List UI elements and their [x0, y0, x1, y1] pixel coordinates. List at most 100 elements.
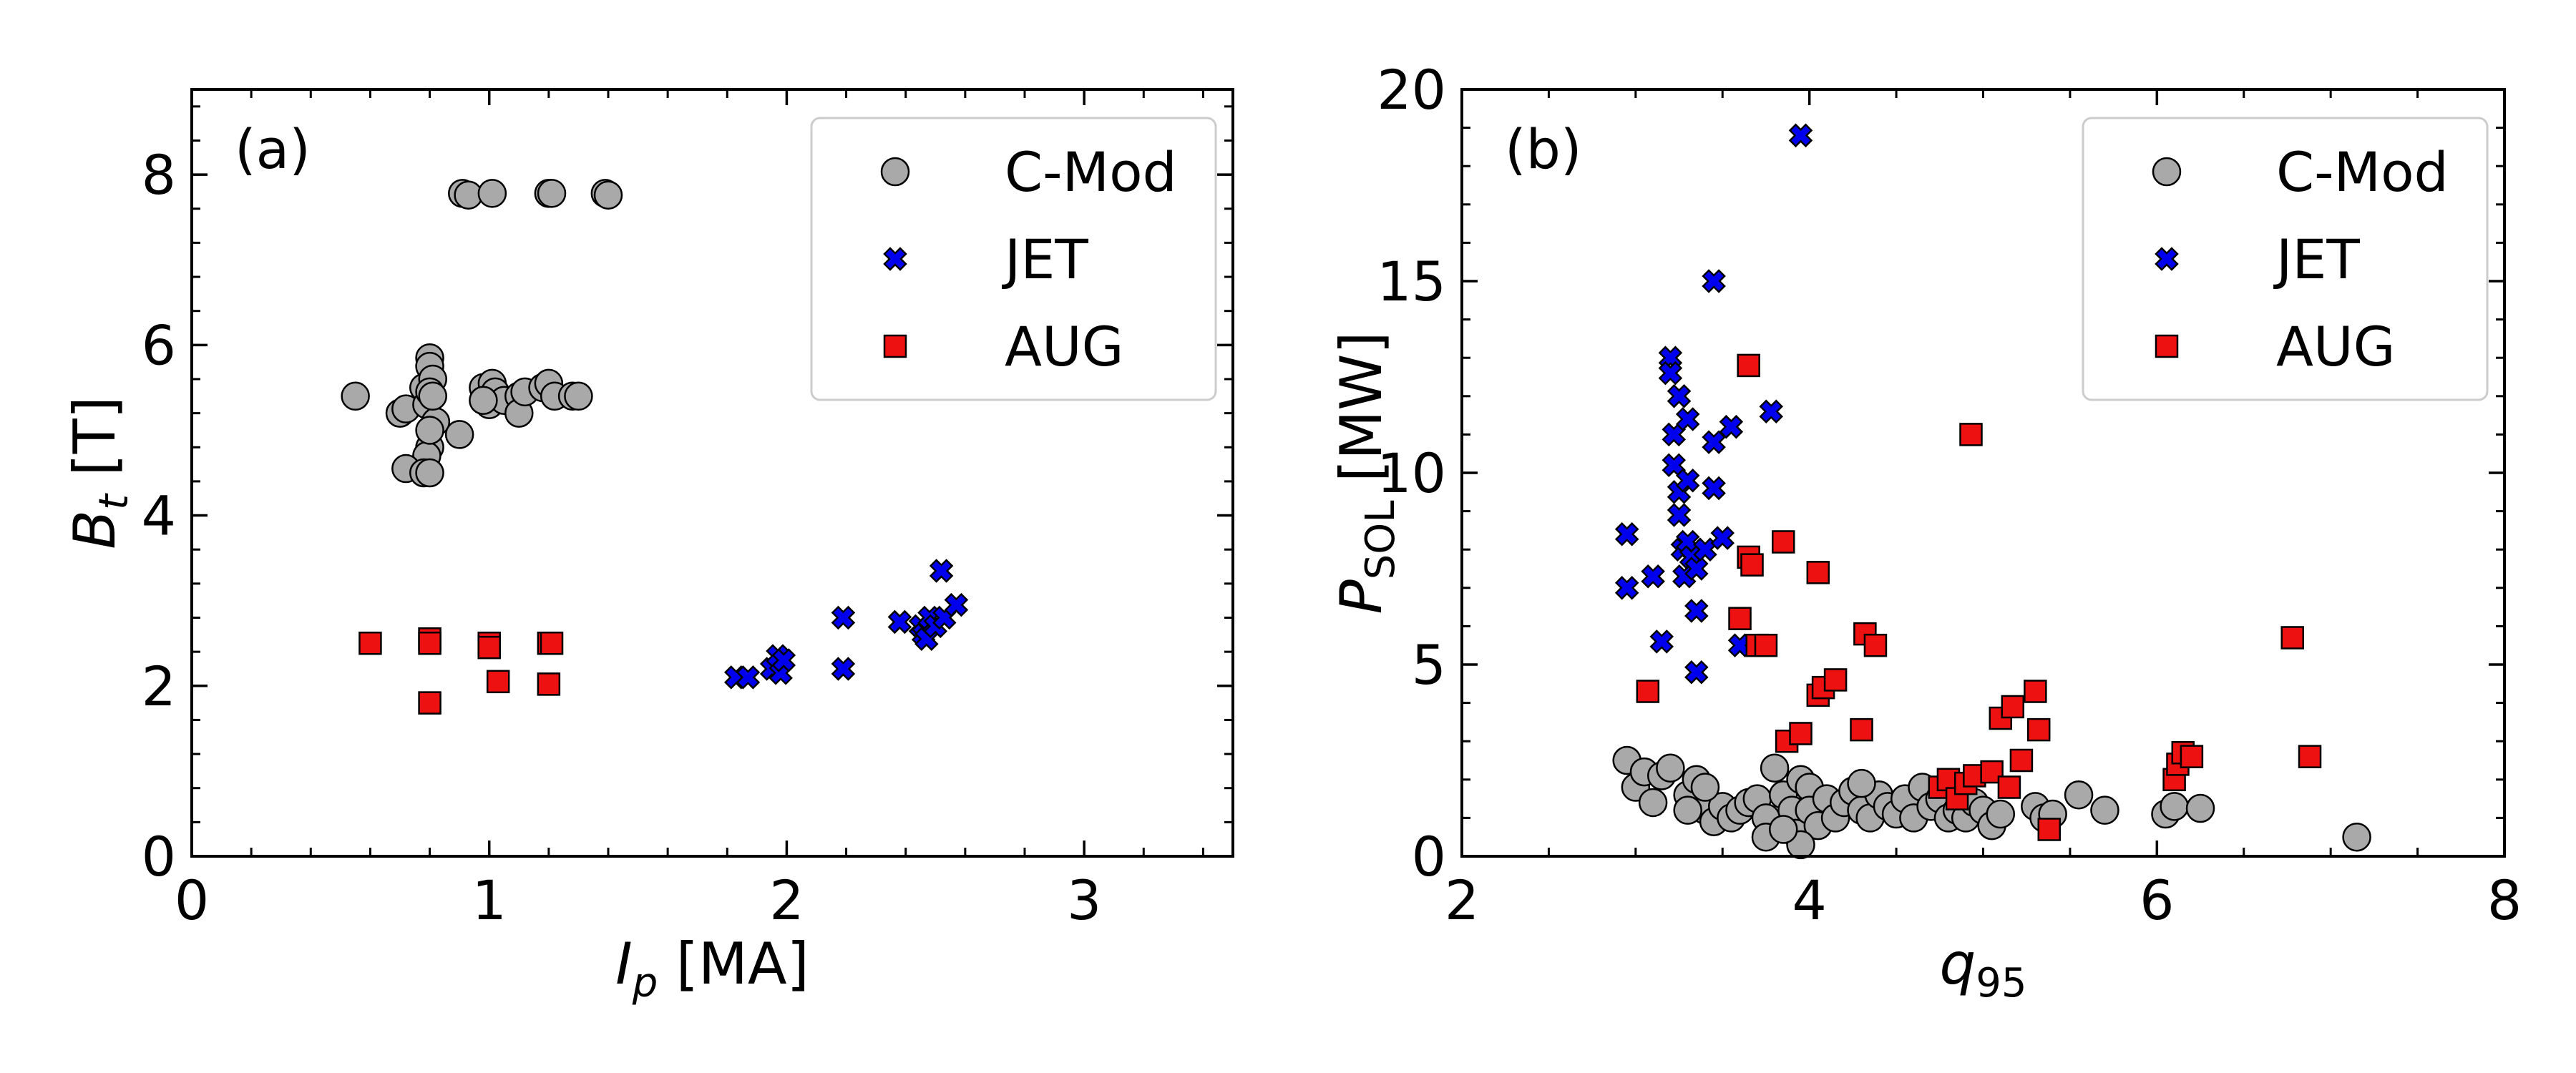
- y-axis-label-subscript: SOL: [1357, 500, 1404, 579]
- data-point-jet: [1662, 453, 1687, 478]
- panel-a: 0 1 2 3 0 2 4 6 8 (a) C-Mod JET AUG Ip [MA] Bt [T]: [62, 88, 1234, 1006]
- legend-label: C-Mod: [2276, 140, 2449, 204]
- data-point-aug: [1754, 633, 1778, 657]
- legend-marker-c-mod: [880, 157, 910, 187]
- y-tick-label: 0: [1412, 825, 1446, 888]
- data-point-jet: [1759, 399, 1784, 424]
- data-point-jet: [1667, 384, 1692, 408]
- x-tick-label: 2: [769, 868, 804, 932]
- x-axis-label-subscript: p: [632, 960, 658, 1006]
- data-point-aug: [1771, 530, 1795, 554]
- legend-marker-jet: [883, 247, 907, 271]
- x-tick-label: 2: [1445, 868, 1479, 932]
- data-point-aug: [2024, 680, 2047, 703]
- data-point-jet: [831, 657, 856, 681]
- data-point-aug: [537, 672, 561, 696]
- series-jet: [1614, 123, 1813, 685]
- legend-label: JET: [1002, 227, 1088, 291]
- data-point-c-mod: [2160, 792, 2189, 821]
- data-point-jet: [1649, 629, 1674, 654]
- data-point-jet: [1684, 557, 1709, 581]
- data-point-c-mod: [2342, 822, 2371, 852]
- x-tick-label: 0: [175, 868, 209, 932]
- data-points: [1612, 123, 2371, 860]
- y-tick-label: 4: [142, 484, 176, 548]
- x-tick-label: 1: [472, 868, 507, 932]
- data-point-aug: [1789, 722, 1813, 745]
- data-point-c-mod: [477, 179, 507, 208]
- series-aug: [1636, 353, 2322, 841]
- legend-marker-c-mod: [2152, 157, 2182, 187]
- data-point-c-mod: [415, 416, 444, 445]
- series-aug: [358, 627, 564, 715]
- y-tick-label: 5: [1412, 633, 1446, 697]
- data-point-jet: [1667, 503, 1692, 527]
- data-point-aug: [1737, 353, 1760, 378]
- data-point-jet: [1614, 576, 1639, 600]
- series-c-mod: [341, 179, 623, 488]
- data-point-aug: [358, 631, 382, 655]
- x-axis-label-unit: [MA]: [658, 931, 809, 997]
- data-point-c-mod: [1690, 773, 1720, 802]
- x-axis-label-symbol: I: [615, 931, 633, 997]
- data-point-jet: [1684, 599, 1709, 623]
- data-point-aug: [1997, 775, 2021, 799]
- data-point-aug: [418, 691, 441, 715]
- y-tick-label: 0: [142, 825, 176, 888]
- data-point-aug: [1823, 668, 1848, 692]
- data-point-c-mod: [593, 180, 623, 210]
- plot-frame: [1460, 88, 2506, 858]
- y-axis-label-unit: [MW]: [1328, 331, 1395, 500]
- data-point-aug: [1959, 423, 1983, 446]
- data-point-jet: [1641, 564, 1665, 589]
- legend-label: AUG: [2276, 315, 2396, 378]
- y-axis-label-unit: [T]: [62, 396, 128, 494]
- legend-entry-aug: AUG: [2155, 315, 2396, 378]
- data-point-aug: [2037, 818, 2062, 841]
- y-tick-label: 6: [142, 313, 176, 377]
- data-point-jet: [736, 665, 761, 690]
- y-tick-label: 15: [1377, 250, 1446, 313]
- data-point-c-mod: [2064, 780, 2094, 810]
- data-point-jet: [944, 592, 969, 617]
- data-point-jet: [1702, 269, 1726, 293]
- data-point-aug: [1740, 553, 1764, 577]
- data-point-jet: [1710, 526, 1735, 550]
- data-point-jet: [1693, 537, 1717, 562]
- data-point-c-mod: [564, 381, 593, 411]
- data-point-jet: [771, 648, 796, 672]
- x-axis-label: q95: [1939, 931, 2026, 1006]
- x-tick-label: 6: [2140, 868, 2174, 932]
- y-axis-label-subscript: t: [91, 493, 137, 510]
- legend-marker-aug: [883, 334, 907, 358]
- legend: C-Mod JET AUG: [810, 117, 1217, 401]
- legend-label: C-Mod: [1005, 140, 1177, 204]
- data-point-c-mod: [444, 420, 474, 449]
- y-axis-label-symbol: B: [62, 510, 128, 549]
- data-point-aug: [1636, 680, 1660, 703]
- data-point-c-mod: [1638, 788, 1668, 818]
- data-points: [341, 179, 969, 715]
- series-jet: [723, 559, 969, 690]
- y-tick-label: 20: [1377, 58, 1446, 122]
- data-point-jet: [1702, 476, 1726, 501]
- legend-entry-aug: AUG: [883, 315, 1124, 378]
- data-point-c-mod: [418, 381, 447, 411]
- data-point-aug: [540, 631, 564, 655]
- data-point-aug: [2280, 626, 2304, 650]
- y-axis-label: PSOL [MW]: [1328, 331, 1404, 614]
- data-point-c-mod: [2185, 793, 2215, 823]
- y-axis-label: Bt [T]: [62, 396, 137, 549]
- data-point-aug: [1850, 717, 1873, 742]
- data-point-c-mod: [1768, 815, 1798, 844]
- x-tick-label: 4: [1792, 868, 1826, 932]
- data-point-aug: [486, 670, 510, 694]
- data-point-c-mod: [2090, 795, 2119, 825]
- data-point-jet: [1614, 521, 1639, 547]
- y-axis-label-symbol: P: [1328, 579, 1395, 614]
- data-point-jet: [1788, 123, 1813, 148]
- series-c-mod: [1612, 745, 2371, 860]
- data-point-jet: [1702, 430, 1726, 454]
- data-point-c-mod: [1986, 799, 2016, 829]
